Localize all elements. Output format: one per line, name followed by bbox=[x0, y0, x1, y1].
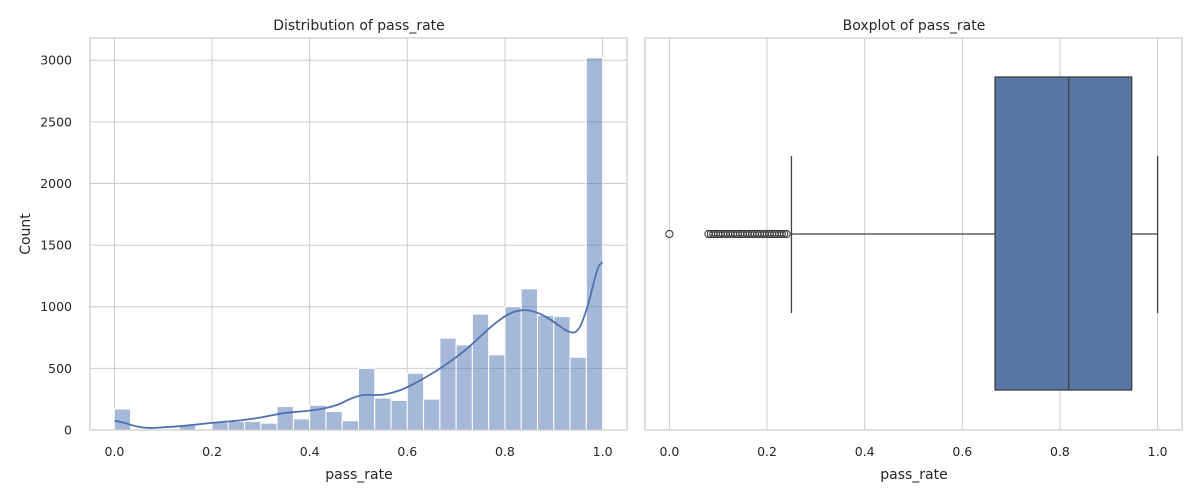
boxplot-x-tick-label: 0.6 bbox=[952, 444, 972, 459]
histogram-bar-17 bbox=[390, 399, 408, 431]
histogram-y-tick-label: 1500 bbox=[40, 238, 72, 253]
boxplot-title: Boxplot of pass_rate bbox=[843, 18, 986, 34]
histogram-bar-13 bbox=[325, 411, 343, 431]
outlier-point-0 bbox=[665, 229, 674, 239]
boxplot-x-ticks: 0.0 0.2 0.4 0.6 0.8 1.0 bbox=[659, 444, 1167, 459]
histogram-x-tick-label: 0.2 bbox=[202, 444, 222, 459]
outlier-point-33 bbox=[782, 229, 791, 239]
histogram-bar-6 bbox=[211, 422, 229, 431]
boxplot-x-axis-label: pass_rate bbox=[880, 467, 948, 483]
histogram-x-tick-label: 0.6 bbox=[397, 444, 417, 459]
histogram-x-tick-label: 0.8 bbox=[495, 444, 515, 459]
boxplot-x-tick-label: 0.4 bbox=[855, 444, 875, 459]
histogram-bar-15 bbox=[358, 367, 376, 431]
boxplot-x-tick-label: 0.2 bbox=[757, 444, 777, 459]
histogram-bar-0 bbox=[113, 408, 132, 431]
histogram-bar-16 bbox=[374, 397, 392, 431]
histogram-bar-9 bbox=[260, 422, 278, 431]
histogram-x-tick-label: 0.0 bbox=[104, 444, 124, 459]
kde-curve bbox=[114, 261, 604, 429]
outlier-point-32 bbox=[779, 229, 789, 239]
histogram-bar-29 bbox=[585, 57, 604, 431]
histogram-title: Distribution of pass_rate bbox=[273, 18, 445, 34]
histogram-x-axis-label: pass_rate bbox=[325, 467, 393, 483]
boxplot-outliers bbox=[665, 229, 791, 239]
histogram-y-ticks: 0 500 1000 1500 2000 2500 3000 bbox=[40, 53, 72, 438]
histogram-frame bbox=[89, 37, 628, 431]
histogram-bar-18 bbox=[406, 372, 425, 431]
boxplot-body bbox=[790, 76, 1159, 391]
histogram-y-tick-label: 2500 bbox=[40, 114, 72, 129]
histogram-bar-7 bbox=[227, 420, 246, 431]
histogram-y-axis-label: Count bbox=[18, 213, 34, 255]
outlier-point-31 bbox=[777, 229, 786, 239]
boxplot-x-tick-label: 0.0 bbox=[659, 444, 679, 459]
boxplot-x-tick-label: 0.8 bbox=[1050, 444, 1070, 459]
histogram-bar-8 bbox=[244, 420, 262, 431]
histogram-bar-20 bbox=[439, 337, 457, 431]
histogram-bar-21 bbox=[455, 344, 473, 431]
histogram-panel: Distribution of pass_rate 0.0 0.2 0.4 0.6 0.… bbox=[18, 18, 628, 483]
histogram-x-tick-label: 0.4 bbox=[300, 444, 320, 459]
histogram-bar-23 bbox=[488, 354, 506, 431]
histogram-bar-14 bbox=[341, 420, 359, 431]
histogram-bar-28 bbox=[569, 356, 587, 431]
histogram-y-tick-label: 0 bbox=[64, 423, 72, 438]
boxplot-frame bbox=[644, 37, 1183, 431]
histogram-bar-27 bbox=[553, 316, 571, 431]
histogram-bar-24 bbox=[504, 306, 522, 431]
histogram-bar-26 bbox=[537, 314, 555, 431]
histogram-bars bbox=[113, 57, 604, 431]
histogram-bar-11 bbox=[292, 418, 311, 431]
histogram-bar-19 bbox=[423, 398, 441, 431]
histogram-y-tick-label: 1000 bbox=[40, 299, 72, 314]
histogram-x-ticks: 0.0 0.2 0.4 0.6 0.8 1.0 bbox=[104, 444, 612, 459]
histogram-y-tick-label: 500 bbox=[48, 361, 72, 376]
histogram-bar-10 bbox=[276, 406, 294, 431]
boxplot-panel: Boxplot of pass_rate 0.0 0.2 0.4 0.6 0.8 1.0 … bbox=[644, 18, 1183, 483]
histogram-y-tick-label: 2000 bbox=[40, 176, 72, 191]
boxplot-x-tick-label: 1.0 bbox=[1148, 444, 1168, 459]
interquartile-box bbox=[994, 76, 1133, 391]
histogram-y-tick-label: 3000 bbox=[40, 53, 72, 68]
histogram-x-tick-label: 1.0 bbox=[593, 444, 613, 459]
